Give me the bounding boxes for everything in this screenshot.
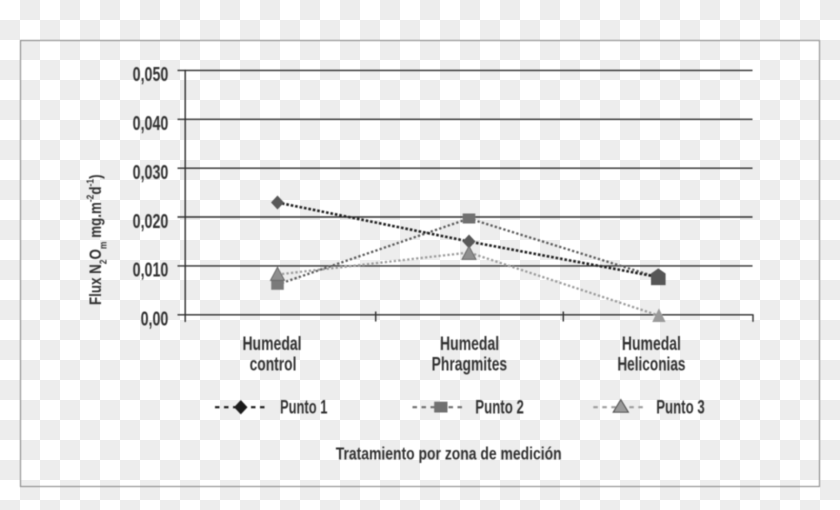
svg-text:0,00: 0,00 xyxy=(141,307,169,330)
svg-text:Heliconias: Heliconias xyxy=(617,353,685,375)
svg-text:Humedal: Humedal xyxy=(242,333,301,355)
svg-text:Punto 3: Punto 3 xyxy=(656,396,705,418)
svg-text:Tratamiento por zona de medici: Tratamiento por zona de medición xyxy=(336,445,562,464)
svg-text:Punto 2: Punto 2 xyxy=(475,396,524,418)
svg-text:Flux N2Om mg.m-2d-1): Flux N2Om mg.m-2d-1) xyxy=(85,174,110,305)
svg-text:0,040: 0,040 xyxy=(133,112,169,135)
svg-text:control: control xyxy=(250,353,297,375)
svg-text:Humedal: Humedal xyxy=(622,333,681,355)
svg-text:Humedal: Humedal xyxy=(440,333,499,355)
svg-text:Punto 1: Punto 1 xyxy=(280,396,327,418)
svg-text:0,020: 0,020 xyxy=(133,209,169,232)
svg-text:0,030: 0,030 xyxy=(133,160,169,183)
svg-text:0,010: 0,010 xyxy=(133,258,169,281)
svg-text:Phragmites: Phragmites xyxy=(432,353,507,375)
svg-text:0,050: 0,050 xyxy=(133,63,169,86)
